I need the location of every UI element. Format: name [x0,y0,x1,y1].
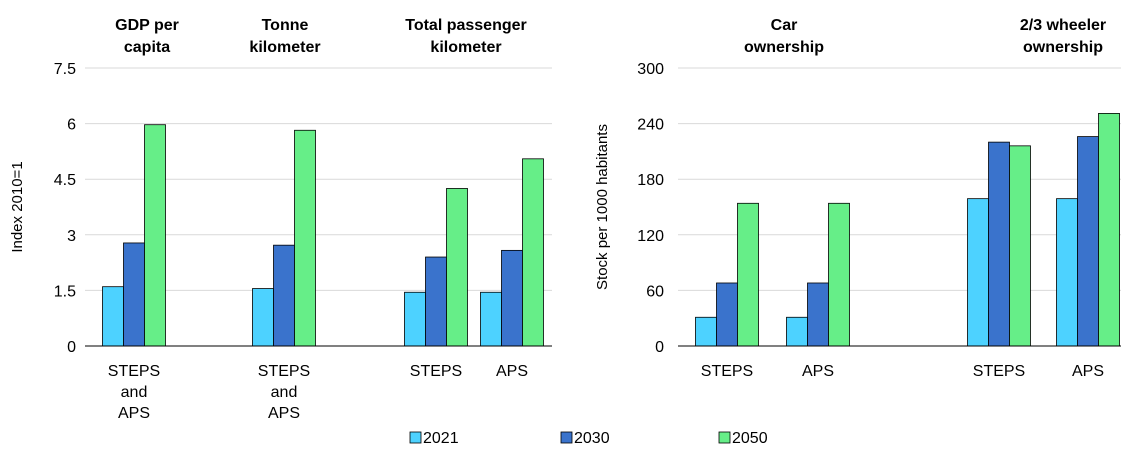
bar-2050 [522,158,544,347]
group-title: Car [771,17,798,34]
bar-2021 [480,291,502,347]
category-label: STEPS [108,363,160,380]
group-title: ownership [744,39,824,56]
group-title: GDP per [115,17,179,34]
bar-2050 [737,202,759,347]
category-label: APS [1072,363,1104,380]
legend-label: 2030 [574,430,610,447]
bar-2030 [501,249,523,347]
bar-2030 [123,242,145,347]
group-title: 2/3 wheeler [1020,17,1106,34]
bar-2030 [425,256,447,347]
y-tick-label: 240 [637,117,664,134]
category-label: APS [118,405,150,422]
y-tick-label: 300 [637,61,664,78]
y-tick-label: 120 [637,228,664,245]
y-tick-label: 1.5 [54,283,76,300]
category-label: APS [802,363,834,380]
bar-2050 [828,202,850,347]
bar-2050 [1009,145,1031,347]
y-tick-label: 4.5 [54,172,76,189]
y-tick-label: 6 [67,117,76,134]
bar-2050 [294,129,316,347]
category-label: STEPS [973,363,1025,380]
y-axis-title: Stock per 1000 habitants [594,124,611,290]
bar-2021 [252,288,274,347]
bar-2030 [988,141,1010,347]
legend-swatch-2050 [718,431,731,444]
category-label: and [271,384,298,401]
y-tick-label: 60 [646,283,664,300]
group-title: kilometer [430,39,501,56]
group-title: capita [124,39,170,56]
bar-2030 [273,244,295,347]
legend-swatch-2021 [409,431,422,444]
y-axis-title: Index 2010=1 [9,161,26,252]
group-title: Total passenger [405,17,527,34]
group-title: Tonne [262,17,309,34]
bar-2050 [144,124,166,347]
y-tick-label: 180 [637,172,664,189]
bar-2050 [446,188,468,347]
legend-swatch-2030 [560,431,573,444]
legend-label: 2021 [423,430,459,447]
category-label: STEPS [258,363,310,380]
y-tick-label: 0 [67,339,76,356]
category-label: APS [268,405,300,422]
bar-2021 [786,316,808,347]
bar-2030 [807,282,829,347]
bar-2021 [695,316,717,347]
y-tick-label: 3 [67,228,76,245]
category-label: STEPS [410,363,462,380]
category-label: APS [496,363,528,380]
y-tick-label: 7.5 [54,61,76,78]
y-tick-label: 0 [655,339,664,356]
bar-2021 [102,286,124,347]
legend-label: 2050 [732,430,768,447]
bar-2030 [1077,136,1099,347]
bar-2050 [1098,113,1120,347]
bar-2021 [967,198,989,347]
group-title: kilometer [249,39,320,56]
bar-2021 [404,291,426,347]
category-label: and [121,384,148,401]
bar-2030 [716,282,738,347]
group-title: ownership [1023,39,1103,56]
bar-2021 [1056,198,1078,347]
category-label: STEPS [701,363,753,380]
